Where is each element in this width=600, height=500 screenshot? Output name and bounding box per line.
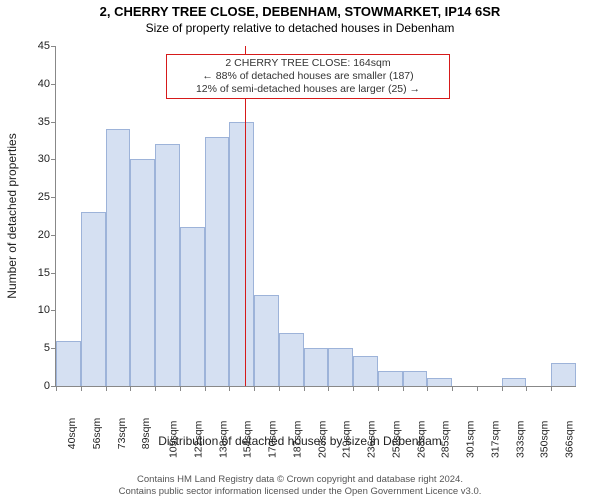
histogram-bar bbox=[229, 122, 254, 386]
xtick bbox=[477, 386, 478, 391]
histogram-bar bbox=[81, 212, 106, 386]
xtick bbox=[452, 386, 453, 391]
footnote-line1: Contains HM Land Registry data © Crown c… bbox=[137, 474, 463, 485]
page-title: 2, CHERRY TREE CLOSE, DEBENHAM, STOWMARK… bbox=[0, 0, 600, 19]
histogram-bar bbox=[155, 144, 180, 386]
ytick-label: 45 bbox=[24, 40, 50, 52]
ytick bbox=[51, 46, 56, 47]
xtick bbox=[56, 386, 57, 391]
histogram-bar bbox=[353, 356, 378, 386]
ytick-label: 25 bbox=[24, 191, 50, 203]
annotation-box: 2 CHERRY TREE CLOSE: 164sqm ← 88% of det… bbox=[166, 54, 450, 99]
chart-container: Number of detached properties 2 CHERRY T… bbox=[0, 40, 600, 440]
xtick bbox=[81, 386, 82, 391]
histogram-bar bbox=[130, 159, 155, 386]
xtick bbox=[106, 386, 107, 391]
footnote: Contains HM Land Registry data © Crown c… bbox=[0, 474, 600, 498]
ytick bbox=[51, 273, 56, 274]
xtick bbox=[328, 386, 329, 391]
ytick-label: 20 bbox=[24, 229, 50, 241]
histogram-bar bbox=[551, 363, 576, 386]
xtick bbox=[130, 386, 131, 391]
xtick bbox=[403, 386, 404, 391]
annotation-line3: 12% of semi-detached houses are larger (… bbox=[173, 83, 443, 96]
xtick bbox=[427, 386, 428, 391]
histogram-bar bbox=[254, 295, 279, 386]
histogram-bar bbox=[378, 371, 403, 386]
xtick bbox=[502, 386, 503, 391]
ytick-label: 10 bbox=[24, 304, 50, 316]
ytick-label: 15 bbox=[24, 267, 50, 279]
xtick bbox=[378, 386, 379, 391]
ytick bbox=[51, 122, 56, 123]
histogram-bar bbox=[279, 333, 304, 386]
xtick bbox=[155, 386, 156, 391]
ytick-label: 5 bbox=[24, 342, 50, 354]
page-subtitle: Size of property relative to detached ho… bbox=[0, 19, 600, 35]
x-axis-label: Distribution of detached houses by size … bbox=[0, 434, 600, 448]
xtick bbox=[353, 386, 354, 391]
footnote-line2: Contains public sector information licen… bbox=[119, 486, 482, 497]
y-axis-label: Number of detached properties bbox=[5, 133, 19, 298]
annotation-line2: ← 88% of detached houses are smaller (18… bbox=[173, 70, 443, 83]
xtick bbox=[254, 386, 255, 391]
histogram-bar bbox=[56, 341, 81, 386]
histogram-bar bbox=[427, 378, 452, 386]
xtick bbox=[229, 386, 230, 391]
ytick bbox=[51, 235, 56, 236]
histogram-bar bbox=[502, 378, 527, 386]
ytick bbox=[51, 159, 56, 160]
ytick-label: 35 bbox=[24, 116, 50, 128]
ytick-label: 40 bbox=[24, 78, 50, 90]
annotation-line1: 2 CHERRY TREE CLOSE: 164sqm bbox=[173, 57, 443, 70]
ytick-label: 30 bbox=[24, 153, 50, 165]
xtick bbox=[551, 386, 552, 391]
histogram-bar bbox=[304, 348, 329, 386]
histogram-bar bbox=[106, 129, 131, 386]
histogram-bar bbox=[180, 227, 205, 386]
xtick bbox=[526, 386, 527, 391]
ytick bbox=[51, 84, 56, 85]
ytick bbox=[51, 310, 56, 311]
xtick bbox=[304, 386, 305, 391]
plot-area: 2 CHERRY TREE CLOSE: 164sqm ← 88% of det… bbox=[55, 46, 576, 387]
ytick-label: 0 bbox=[24, 380, 50, 392]
histogram-bar bbox=[205, 137, 230, 386]
ytick bbox=[51, 197, 56, 198]
histogram-bar bbox=[328, 348, 353, 386]
xtick bbox=[205, 386, 206, 391]
xtick bbox=[279, 386, 280, 391]
xtick bbox=[180, 386, 181, 391]
histogram-bar bbox=[403, 371, 428, 386]
